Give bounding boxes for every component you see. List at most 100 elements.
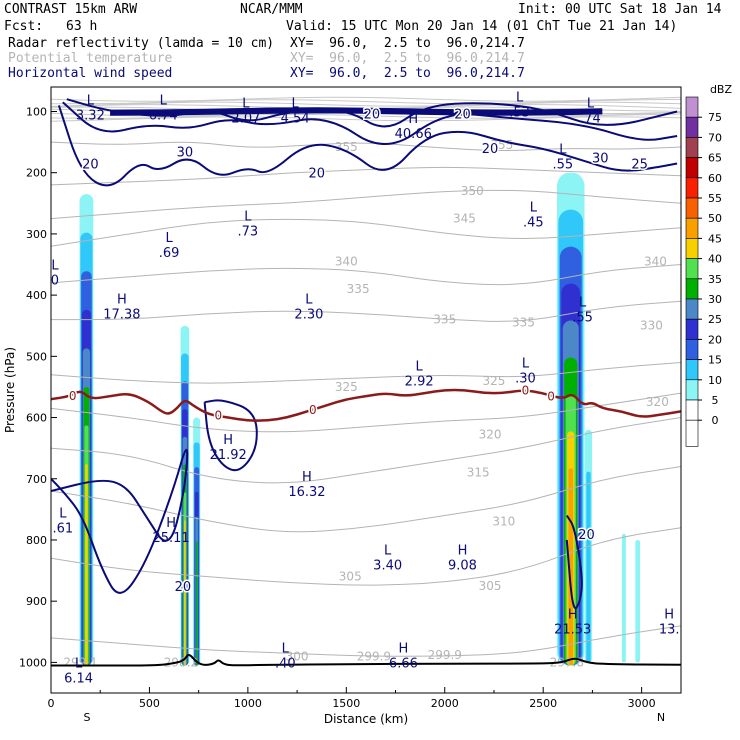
theta-contour-line [51, 96, 681, 102]
colorbar-swatch [685, 116, 699, 138]
field-theta-xy: XY= 96.0, 2.5 to 96.0,214.7 [290, 51, 525, 66]
theta-contour-label: 335 [347, 282, 370, 296]
extremum-type-label: L [522, 357, 530, 372]
theta-contour-label: 299.9 [357, 649, 391, 663]
theta-contour-line [51, 625, 681, 657]
extremum-type-label: L [166, 231, 174, 246]
colorbar-swatch [685, 339, 699, 360]
colorbar-swatch [685, 217, 699, 239]
field-theta-name: Potential temperature [8, 51, 173, 66]
theta-contour-line [51, 527, 681, 586]
theta-contour-label: 335 [433, 313, 456, 327]
theta-contour-line [51, 166, 681, 186]
extremum-value-label: 21.53 [554, 623, 591, 638]
reflectivity-band [85, 464, 88, 666]
colorbar-swatch [685, 359, 699, 381]
freezing-level-label: 0 [522, 384, 530, 398]
theta-contour-label: 340 [335, 254, 358, 268]
extremum-type-label: L [75, 657, 83, 672]
wind-contour-label: 20 [175, 580, 192, 595]
colorbar-swatch [685, 96, 699, 118]
y-axis-label: Pressure (hPa) [3, 347, 17, 433]
reflectivity-band [586, 471, 591, 663]
theta-contour-label: 298.2 [164, 655, 198, 669]
theta-contour-label: 320 [479, 428, 502, 442]
wind-contour-label: 20 [578, 528, 595, 543]
extremum-value-label: 0 [51, 274, 59, 289]
extremum-value-label: .45 [523, 216, 544, 231]
extremum-type-label: L [51, 259, 59, 274]
wind-contour-label: 25 [631, 158, 648, 173]
extremum-type-label: L [242, 96, 250, 111]
field-wind-name: Horizontal wind speed [8, 66, 173, 81]
forecast-hour-value: 63 h [66, 19, 98, 34]
extremum-type-label: H [399, 641, 409, 656]
wind-contour-line [57, 105, 678, 187]
theta-contour-label: 350 [461, 184, 484, 198]
colorbar-tick-label: 5 [712, 394, 719, 407]
y-tick-label: 300 [26, 228, 47, 241]
extremum-value-label: .55 [553, 157, 574, 172]
y-tick-label: 1000 [19, 656, 47, 669]
theta-contour-label: 355 [335, 140, 358, 154]
colorbar-swatch [685, 399, 699, 421]
colorbar-tick-label: 60 [708, 172, 722, 185]
colorbar-swatch [685, 318, 699, 340]
extremum-value-label: .69 [159, 246, 180, 261]
colorbar-tick-label: 65 [708, 152, 722, 165]
colorbar-swatch [685, 419, 699, 447]
extremum-value-label: .74 [580, 111, 601, 126]
wind-contour-label: 20 [82, 158, 99, 173]
colorbar-tick-label: 30 [708, 293, 722, 306]
extremum-value-label: 40.66 [395, 127, 432, 142]
colorbar-swatch [685, 157, 699, 179]
extremum-type-label: L [416, 360, 424, 375]
theta-contour-line [51, 116, 681, 122]
extremum-type-label: L [384, 543, 392, 558]
extremum-value-label: 9.08 [448, 558, 477, 573]
x-tick-label: 1000 [234, 697, 262, 710]
x-tick-label: 2000 [431, 697, 459, 710]
theta-contour-label: 299.9 [428, 648, 462, 662]
colorbar-swatch [685, 258, 699, 280]
extremum-type-label: H [458, 543, 468, 558]
colorbar-tick-label: 75 [708, 111, 722, 124]
extremum-type-label: L [59, 507, 67, 522]
extremum-type-label: L [305, 292, 313, 307]
theta-contour-line [51, 417, 681, 484]
extremum-value-label: 16.32 [288, 485, 325, 500]
colorbar-tick-label: 35 [708, 273, 722, 286]
theta-contour-label: 345 [453, 212, 476, 226]
theta-contour-line [51, 466, 681, 533]
wind-contour-label: 20 [454, 107, 471, 122]
y-tick-label: 800 [26, 534, 47, 547]
theta-contour-line [51, 101, 681, 107]
wind-contour-label: 30 [177, 145, 194, 160]
wind-contour-line [51, 448, 189, 594]
colorbar-swatch [685, 238, 699, 259]
extremum-type-label: L [244, 210, 252, 225]
colorbar-tick-label: 10 [708, 374, 722, 387]
extremum-type-label: L [160, 93, 168, 108]
theta-contour-label: 325 [335, 380, 358, 394]
colorbar-swatch [685, 278, 699, 300]
extremum-value-label: .40 [275, 656, 296, 671]
y-tick-label: 500 [26, 350, 47, 363]
freezing-level-label: 0 [547, 390, 555, 404]
surface-pressure-line [51, 654, 681, 667]
wind-contour-line [110, 107, 603, 113]
extremum-value-label: 25.11 [152, 531, 189, 546]
theta-contour-label: 300 [286, 649, 309, 663]
theta-contour-label: 320 [646, 395, 669, 409]
reflectivity-band [568, 468, 574, 666]
extremum-value-label: 3.40 [373, 558, 402, 573]
extremum-value-label: 3.32 [76, 108, 105, 123]
theta-contour-label: 340 [644, 254, 667, 268]
wind-contour-line [110, 109, 603, 114]
colorbar-swatch [685, 197, 699, 219]
init-time: Init: 00 UTC Sat 18 Jan 14 [518, 2, 722, 17]
freezing-level-label: 0 [309, 403, 317, 417]
colorbar-swatch [685, 298, 699, 320]
extremum-type-label: L [530, 201, 538, 216]
y-tick-label: 200 [26, 167, 47, 180]
